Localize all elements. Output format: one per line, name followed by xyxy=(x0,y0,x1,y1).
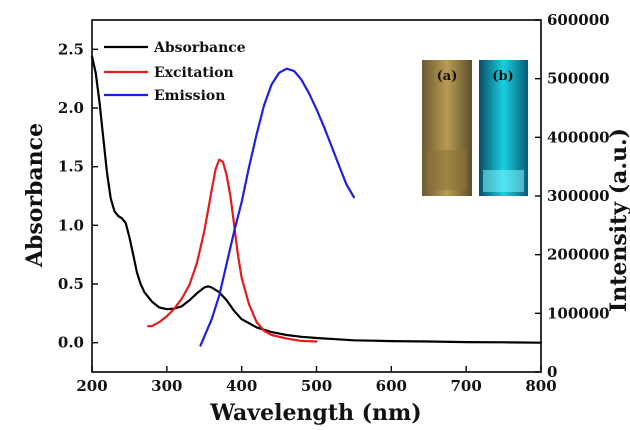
y-right-tick-label: 0 xyxy=(547,363,557,381)
y-right-tick-label: 100000 xyxy=(547,304,610,322)
series-line-excitation xyxy=(147,158,318,343)
y-right-tick-label: 400000 xyxy=(547,128,610,146)
x-tick-label: 300 xyxy=(151,377,182,395)
x-tick-label: 600 xyxy=(376,377,407,395)
tick-labels: 200 300 400 500 600 700 800 0.0 0.5 1.0 1.5 2.0 2.5 0… xyxy=(58,11,610,395)
series-line-absorbance xyxy=(90,55,543,344)
y-left-tick-label: 0.5 xyxy=(58,275,84,293)
y-right-tick-label: 200000 xyxy=(547,246,610,264)
x-tick-label: 400 xyxy=(226,377,257,395)
y-right-tick-label: 500000 xyxy=(547,70,610,88)
legend: Absorbance Excitation Emission xyxy=(104,40,246,104)
vial-a-label: (a) xyxy=(437,69,458,84)
series-lines xyxy=(90,55,543,347)
y-right-tick-label: 600000 xyxy=(547,11,610,29)
legend-label-excitation: Excitation xyxy=(154,65,234,81)
x-tick-label: 800 xyxy=(525,377,556,395)
axes xyxy=(91,19,542,373)
legend-label-absorbance: Absorbance xyxy=(153,40,246,56)
x-tick-label: 200 xyxy=(76,377,107,395)
y-left-tick-label: 2.5 xyxy=(58,40,84,58)
legend-label-emission: Emission xyxy=(154,88,225,104)
inset-photo: (a) (b) xyxy=(422,60,528,196)
y-left-tick-label: 1.5 xyxy=(58,158,84,176)
vial-b-glow xyxy=(483,170,524,192)
y-left-tick-label: 1.0 xyxy=(58,216,84,234)
vial-b-label: (b) xyxy=(492,69,513,84)
x-axis-title: Wavelength (nm) xyxy=(209,400,421,426)
y-left-tick-label: 2.0 xyxy=(58,99,84,117)
series-line-emission xyxy=(199,67,355,347)
x-tick-label: 500 xyxy=(301,377,332,395)
y-axis-title-left: Absorbance xyxy=(22,123,48,268)
x-tick-label: 700 xyxy=(451,377,482,395)
y-axis-title-right: Intensity (a.u.) xyxy=(606,128,630,312)
y-left-tick-label: 0.0 xyxy=(58,334,84,352)
vial-a-liquid-shade xyxy=(427,150,467,190)
y-right-tick-label: 300000 xyxy=(547,187,610,205)
